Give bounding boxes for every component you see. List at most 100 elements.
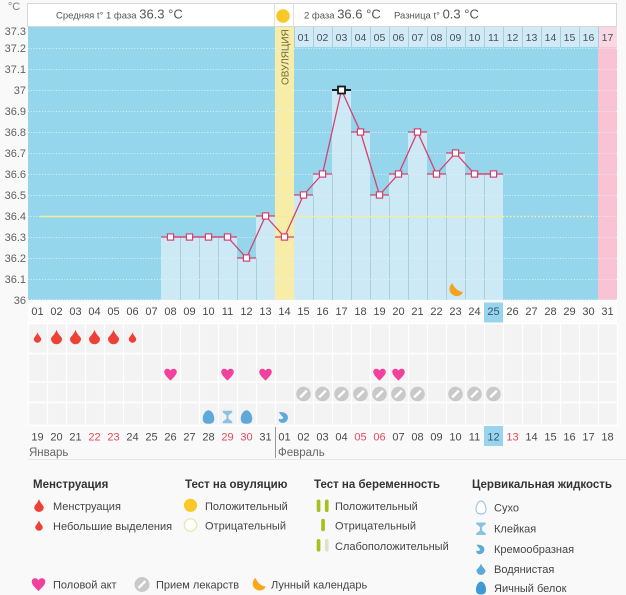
- svg-text:15: 15: [544, 432, 556, 444]
- svg-text:Половой акт: Половой акт: [53, 580, 117, 592]
- svg-text:24: 24: [468, 306, 480, 318]
- svg-text:10: 10: [469, 32, 481, 44]
- svg-text:19: 19: [373, 306, 385, 318]
- svg-text:06: 06: [126, 306, 138, 318]
- svg-text:09: 09: [430, 432, 442, 444]
- svg-text:17: 17: [335, 306, 347, 318]
- svg-text:Тест на беременность: Тест на беременность: [314, 479, 440, 491]
- svg-text:03: 03: [336, 32, 348, 44]
- svg-text:Клейкая: Клейкая: [494, 524, 536, 536]
- svg-text:36.6: 36.6: [5, 169, 26, 181]
- svg-text:02: 02: [50, 306, 62, 318]
- svg-text:27: 27: [525, 306, 537, 318]
- svg-text:Небольшие выделения: Небольшие выделения: [53, 521, 172, 533]
- svg-text:Январь: Январь: [29, 447, 68, 459]
- svg-text:37.3: 37.3: [5, 26, 26, 38]
- svg-text:29: 29: [563, 306, 575, 318]
- svg-text:36.7: 36.7: [5, 148, 26, 160]
- svg-text:16: 16: [563, 432, 575, 444]
- svg-text:11: 11: [222, 306, 233, 318]
- svg-text:Отрицательный: Отрицательный: [335, 521, 416, 533]
- svg-text:13: 13: [506, 432, 518, 444]
- svg-text:24: 24: [126, 432, 138, 444]
- svg-text:Цервикальная жидкость: Цервикальная жидкость: [472, 479, 612, 491]
- svg-text:Кремообразная: Кремообразная: [494, 544, 574, 556]
- svg-text:15: 15: [564, 32, 576, 44]
- svg-text:25: 25: [145, 432, 157, 444]
- svg-text:30: 30: [582, 306, 594, 318]
- svg-text:Тест на овуляцию: Тест на овуляцию: [185, 479, 288, 491]
- svg-text:36: 36: [14, 295, 26, 307]
- svg-text:10: 10: [202, 306, 214, 318]
- svg-text:31: 31: [259, 432, 271, 444]
- svg-text:04: 04: [88, 306, 100, 318]
- svg-text:05: 05: [374, 32, 386, 44]
- svg-text:14: 14: [545, 32, 557, 44]
- svg-text:Лунный календарь: Лунный календарь: [271, 580, 368, 592]
- svg-text:12: 12: [487, 432, 499, 444]
- svg-text:20: 20: [50, 432, 62, 444]
- svg-text:Положительный: Положительный: [335, 501, 418, 513]
- svg-text:36.2: 36.2: [5, 253, 26, 265]
- svg-text:37: 37: [14, 85, 26, 97]
- svg-text:11: 11: [469, 432, 480, 444]
- svg-text:06: 06: [393, 32, 405, 44]
- svg-text:18: 18: [354, 306, 366, 318]
- svg-text:14: 14: [278, 306, 290, 318]
- svg-text:21: 21: [411, 306, 423, 318]
- svg-text:08: 08: [431, 32, 443, 44]
- svg-text:03: 03: [316, 432, 328, 444]
- svg-text:23: 23: [449, 306, 461, 318]
- svg-text:07: 07: [412, 32, 424, 44]
- svg-text:Сухо: Сухо: [494, 503, 519, 515]
- svg-text:2 фаза 36.6 °C: 2 фаза 36.6 °C: [304, 7, 381, 22]
- svg-text:°C: °C: [8, 1, 20, 13]
- svg-text:02: 02: [297, 432, 309, 444]
- svg-text:36.5: 36.5: [5, 190, 26, 202]
- svg-text:16: 16: [316, 306, 328, 318]
- svg-text:20: 20: [392, 306, 404, 318]
- svg-text:09: 09: [183, 306, 195, 318]
- svg-text:18: 18: [601, 432, 613, 444]
- svg-text:36.1: 36.1: [5, 274, 26, 286]
- svg-text:11: 11: [488, 32, 499, 44]
- svg-text:19: 19: [31, 432, 43, 444]
- svg-text:ОВУЛЯЦИЯ: ОВУЛЯЦИЯ: [281, 29, 292, 85]
- svg-text:17: 17: [602, 32, 614, 44]
- svg-text:37.2: 37.2: [5, 43, 26, 55]
- svg-text:17: 17: [582, 432, 594, 444]
- svg-text:14: 14: [525, 432, 537, 444]
- svg-text:Прием лекарств: Прием лекарств: [156, 580, 239, 592]
- svg-text:03: 03: [69, 306, 81, 318]
- svg-text:29: 29: [221, 432, 233, 444]
- svg-text:23: 23: [107, 432, 119, 444]
- svg-text:13: 13: [259, 306, 271, 318]
- svg-text:08: 08: [411, 432, 423, 444]
- svg-text:Водянистая: Водянистая: [494, 564, 554, 576]
- svg-text:01: 01: [298, 32, 310, 44]
- svg-text:22: 22: [88, 432, 100, 444]
- svg-text:07: 07: [392, 432, 404, 444]
- svg-text:31: 31: [601, 306, 613, 318]
- svg-text:12: 12: [507, 32, 519, 44]
- svg-text:06: 06: [373, 432, 385, 444]
- svg-text:28: 28: [202, 432, 214, 444]
- svg-text:05: 05: [107, 306, 119, 318]
- svg-text:04: 04: [355, 32, 367, 44]
- svg-text:Яичный белок: Яичный белок: [494, 583, 567, 595]
- svg-text:26: 26: [164, 432, 176, 444]
- svg-text:26: 26: [506, 306, 518, 318]
- svg-text:36.4: 36.4: [5, 211, 26, 223]
- svg-text:Менструация: Менструация: [33, 479, 108, 491]
- svg-text:10: 10: [449, 432, 461, 444]
- svg-text:15: 15: [297, 306, 309, 318]
- svg-text:27: 27: [183, 432, 195, 444]
- svg-text:36.3: 36.3: [5, 232, 26, 244]
- svg-text:07: 07: [145, 306, 157, 318]
- svg-text:01: 01: [31, 306, 43, 318]
- svg-text:Положительный: Положительный: [205, 501, 288, 513]
- svg-text:36.9: 36.9: [5, 106, 26, 118]
- svg-text:08: 08: [164, 306, 176, 318]
- svg-text:22: 22: [430, 306, 442, 318]
- svg-text:Средняя t° 1 фаза 36.3 °C: Средняя t° 1 фаза 36.3 °C: [56, 7, 183, 22]
